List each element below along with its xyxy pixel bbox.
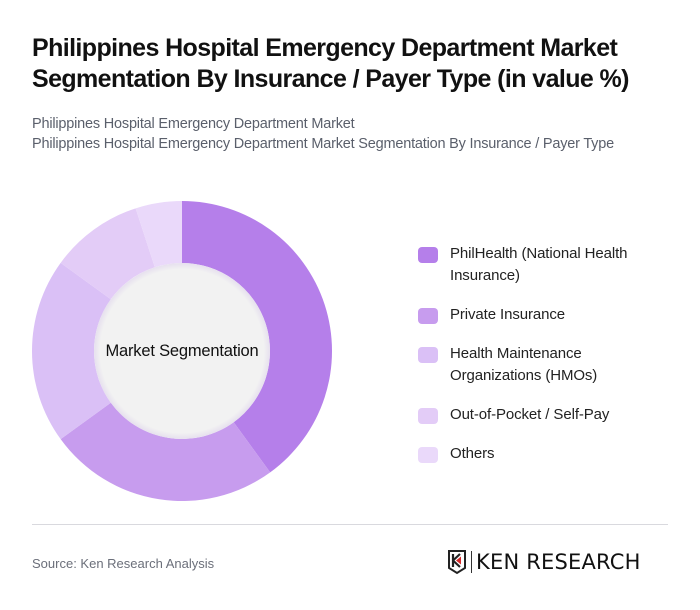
legend-item-others: Others: [418, 443, 668, 465]
legend-label: Health Maintenance Organizations (HMOs): [450, 345, 598, 384]
donut-chart: [31, 201, 332, 501]
legend-swatch-icon: [418, 247, 438, 263]
legend-swatch-icon: [418, 308, 438, 324]
legend-label: Private Insurance: [450, 306, 566, 323]
legend-item-philhealth: PhilHealth (National Health Insurance): [418, 243, 668, 287]
donut-hole: [94, 263, 270, 439]
donut-segment: [31, 262, 111, 440]
subtitle-line-1: Philippines Hospital Emergency Departmen…: [32, 116, 355, 132]
legend-label: Others: [450, 445, 495, 462]
source-note: Source: Ken Research Analysis: [32, 556, 215, 571]
ken-research-shield-icon: [448, 550, 466, 575]
subtitle: Philippines Hospital Emergency Departmen…: [32, 114, 672, 154]
legend-label: Out-of-Pocket / Self-Pay: [450, 406, 610, 423]
legend-swatch-icon: [418, 408, 438, 424]
footer-divider: [32, 524, 668, 525]
legend-label: PhilHealth (National Health Insurance): [450, 245, 628, 284]
logo-separator: [471, 551, 472, 573]
donut-segment: [135, 201, 182, 268]
ken-research-logo: KEN RESEARCH: [447, 548, 641, 576]
donut-segment: [60, 208, 155, 300]
donut-segment: [182, 201, 332, 473]
subtitle-line-2: Philippines Hospital Emergency Departmen…: [32, 136, 614, 152]
legend-item-private-insurance: Private Insurance: [418, 304, 668, 326]
legend-item-hmos: Health Maintenance Organizations (HMOs): [418, 343, 668, 387]
legend-swatch-icon: [418, 447, 438, 463]
page-title: Philippines Hospital Emergency Departmen…: [32, 34, 630, 93]
legend-swatch-icon: [418, 347, 438, 363]
legend-item-out-of-pocket: Out-of-Pocket / Self-Pay: [418, 404, 668, 426]
chart-legend: PhilHealth (National Health Insurance) P…: [418, 243, 668, 482]
logo-text: KEN RESEARCH: [476, 550, 641, 574]
donut-segment: [60, 402, 271, 501]
